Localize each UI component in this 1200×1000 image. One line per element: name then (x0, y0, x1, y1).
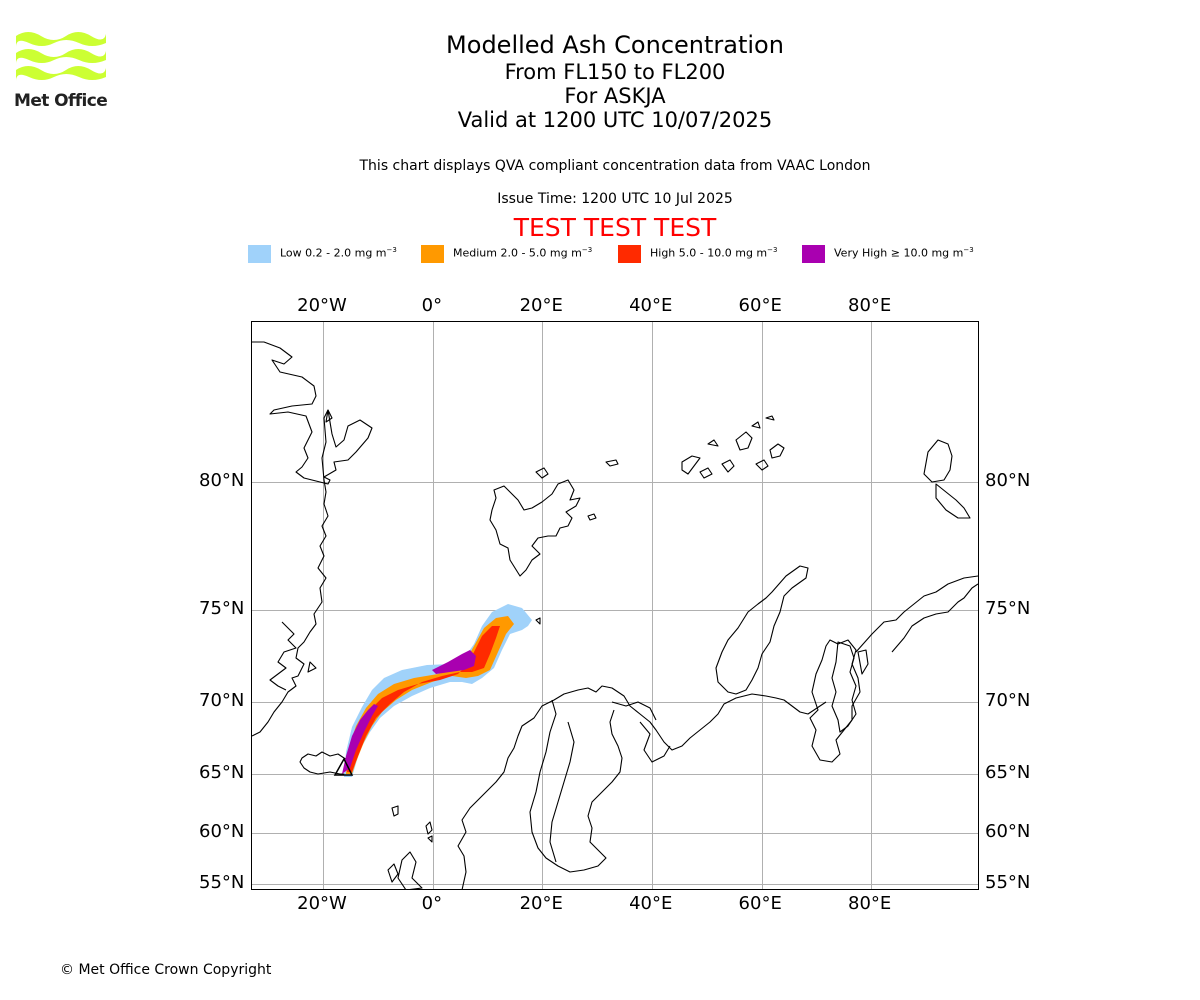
lon-tick-bottom-1: 0° (421, 893, 443, 914)
coastline-novaya-zemlya (715, 565, 809, 695)
coastline-gulf-bothnia (549, 721, 575, 863)
logo-text: Met Office (14, 91, 108, 111)
lat-tick-left-4: 60°N (199, 821, 245, 842)
lat-tick-right-3: 65°N (985, 762, 1031, 783)
lon-tick-bottom-4: 60°E (738, 893, 782, 914)
title-block: Modelled Ash Concentration From FL150 to… (315, 30, 915, 132)
coastline-white-sea (639, 721, 671, 763)
coastline-sweden-finland (529, 699, 623, 873)
coastline-taymyr (891, 583, 978, 653)
coastline-greenland-fjord (269, 621, 297, 691)
lon-tick-top-2: 20°E (519, 295, 563, 316)
legend-swatch-high (618, 245, 641, 263)
lat-tick-left-3: 65°N (199, 762, 245, 783)
coastline-faroes (391, 805, 399, 817)
coastline-greenland (252, 341, 373, 737)
lat-tick-right-4: 60°N (985, 821, 1031, 842)
lat-tick-right-1: 75°N (985, 598, 1031, 619)
compliance-note: This chart displays QVA compliant concen… (359, 158, 871, 174)
legend-swatch-low (248, 245, 271, 263)
volcano-name: For ASKJA (564, 84, 666, 108)
coastline-yamal (831, 641, 869, 733)
coastline-jan-mayen (535, 617, 541, 625)
legend-swatch-very-high (802, 245, 825, 263)
coastline-kola (611, 701, 657, 721)
lat-tick-left-5: 55°N (199, 872, 245, 893)
coastline-svalbard-main (489, 479, 581, 577)
met-office-logo: Met Office (14, 30, 110, 114)
lon-tick-top-4: 60°E (738, 295, 782, 316)
coastline-franz-josef (681, 415, 785, 479)
coastline-shetland (425, 821, 433, 843)
legend-label-low: Low 0.2 - 2.0 mg m (280, 246, 387, 260)
ash-layer-high (347, 626, 500, 772)
legend-label-very-high: Very High ≥ 10.0 mg m (834, 246, 964, 260)
valid-time: Valid at 1200 UTC 10/07/2025 (457, 108, 773, 132)
lat-tick-right-2: 70°N (985, 690, 1031, 711)
lon-tick-bottom-0: 20°W (297, 893, 347, 914)
coastline-uk (387, 851, 423, 889)
coastline-russia-arctic (809, 575, 978, 763)
map-frame[interactable] (251, 321, 979, 890)
lon-tick-bottom-3: 40°E (629, 893, 673, 914)
lon-tick-top-0: 20°W (297, 295, 347, 316)
met-office-wave-icon (16, 32, 106, 81)
copyright: © Met Office Crown Copyright (60, 962, 272, 978)
lat-tick-left-1: 75°N (199, 598, 245, 619)
legend-swatch-medium (421, 245, 444, 263)
issue-time: Issue Time: 1200 UTC 10 Jul 2025 (497, 191, 733, 207)
lon-tick-top-5: 80°E (848, 295, 892, 316)
lat-tick-left-2: 70°N (199, 690, 245, 711)
lon-tick-top-1: 0° (421, 295, 443, 316)
ash-layer-very-high (342, 650, 476, 774)
lat-tick-left-0: 80°N (199, 470, 245, 491)
coastline-norway (457, 685, 827, 889)
lon-tick-bottom-5: 80°E (848, 893, 892, 914)
lon-tick-bottom-2: 20°E (519, 893, 563, 914)
legend-label-high: High 5.0 - 10.0 mg m (650, 246, 768, 260)
coastline-greenland-islands (307, 409, 333, 673)
lat-tick-right-5: 55°N (985, 872, 1031, 893)
chart-title: Modelled Ash Concentration (446, 31, 784, 59)
coastline-svalbard-east (535, 459, 619, 521)
coastlines (252, 341, 978, 889)
test-banner: TEST TEST TEST (513, 213, 717, 242)
lon-tick-top-3: 40°E (629, 295, 673, 316)
flight-levels: From FL150 to FL200 (504, 60, 726, 84)
gridlines (252, 322, 978, 889)
map-canvas (252, 322, 978, 889)
volcano-marker-icon (333, 757, 354, 776)
coastline-severnaya (923, 439, 971, 519)
ash-plume (342, 604, 532, 777)
lat-tick-right-0: 80°N (985, 470, 1031, 491)
legend-label-medium: Medium 2.0 - 5.0 mg m (453, 246, 582, 260)
